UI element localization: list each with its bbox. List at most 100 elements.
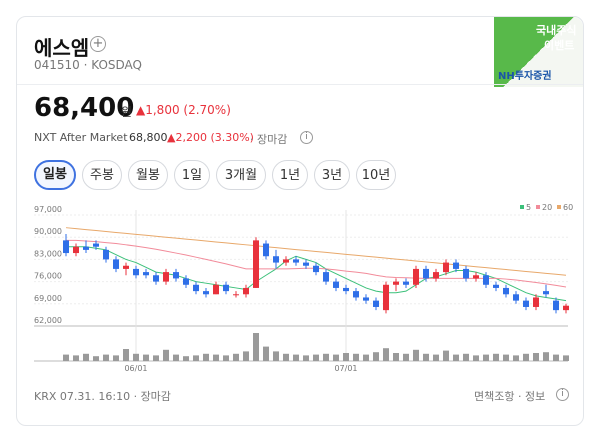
legend-label: 5: [526, 203, 531, 212]
period-tab[interactable]: 10년: [356, 160, 396, 190]
volume-bar: [543, 352, 549, 361]
volume-bar: [423, 353, 429, 361]
add-button[interactable]: +: [90, 36, 106, 52]
candle-body: [373, 300, 379, 307]
y-tick-label: 90,000: [34, 227, 62, 236]
volume-bar: [113, 355, 119, 361]
candle-body: [503, 287, 509, 295]
candle-body: [323, 272, 329, 282]
candle-body: [113, 259, 119, 269]
legend-swatch: [520, 205, 524, 209]
badge-brand: NH투자증권: [498, 71, 552, 82]
volume-bar: [183, 356, 189, 361]
volume-bar: [253, 333, 259, 361]
candle-body: [173, 272, 179, 279]
divider: [17, 84, 583, 85]
candle-body: [403, 281, 409, 285]
candle-body: [543, 291, 549, 295]
volume-bar: [263, 346, 269, 361]
candle-body: [133, 268, 139, 276]
footer-right[interactable]: 면책조항 · 정보: [474, 390, 546, 403]
candle-body: [203, 291, 209, 295]
candle-body: [143, 272, 149, 276]
legend-label: 60: [563, 203, 573, 212]
volume-bar: [153, 355, 159, 361]
volume-bar: [483, 354, 489, 361]
volume-bar: [93, 356, 99, 361]
candle-body: [523, 300, 529, 307]
candle-body: [443, 262, 449, 273]
volume-bar: [303, 355, 309, 361]
candle-body: [83, 246, 89, 250]
volume-bar: [83, 353, 89, 361]
candle-body: [423, 268, 429, 279]
volume-bar: [213, 354, 219, 361]
info-icon[interactable]: i: [300, 131, 313, 144]
candle-body: [303, 262, 309, 266]
period-tab[interactable]: 월봉: [128, 160, 168, 190]
period-tab[interactable]: 1년: [272, 160, 308, 190]
info-icon[interactable]: i: [556, 388, 569, 401]
after-price: 68,800: [129, 131, 168, 144]
volume-bar: [73, 355, 79, 361]
price-change: ▲1,800 (2.70%): [136, 103, 231, 117]
candle-body: [413, 268, 419, 285]
legend-swatch: [536, 205, 540, 209]
volume-bar: [513, 355, 519, 361]
volume-bar: [473, 355, 479, 361]
volume-bar: [503, 354, 509, 361]
candle-body: [63, 240, 69, 254]
candle-body: [213, 284, 219, 295]
volume-bar: [413, 349, 419, 361]
candle-body: [253, 240, 259, 288]
volume-bar: [393, 353, 399, 361]
candle-body: [183, 278, 189, 285]
volume-bar: [63, 354, 69, 361]
volume-bar: [383, 348, 389, 361]
volume-bar: [373, 352, 379, 361]
volume-bar: [193, 355, 199, 361]
candle-body: [353, 291, 359, 298]
legend-swatch: [557, 205, 561, 209]
volume-bar: [123, 349, 129, 361]
y-tick-label: 76,000: [34, 272, 62, 281]
badge-line1: 국내주식: [536, 24, 577, 37]
x-tick-label: 07/01: [334, 364, 357, 373]
volume-bar: [103, 354, 109, 361]
ma-line: [66, 246, 567, 302]
candle-body: [293, 259, 299, 263]
period-tab[interactable]: 1일: [174, 160, 210, 190]
volume-bar: [443, 350, 449, 361]
volume-bar: [433, 354, 439, 361]
volume-bar: [173, 354, 179, 361]
candle-body: [473, 275, 479, 279]
after-label: NXT After Market: [34, 131, 128, 144]
volume-bar: [203, 353, 209, 361]
y-tick-label: 69,000: [34, 294, 62, 303]
volume-bar: [293, 354, 299, 361]
candle-body: [493, 284, 499, 288]
candle-body: [363, 297, 369, 301]
legend-label: 20: [542, 203, 552, 212]
candle-body: [193, 284, 199, 292]
page: 에스엠 + 041510 · KOSDAQ 국내주식 이벤트 NH투자증권 68…: [16, 16, 584, 426]
candle-body: [553, 300, 559, 311]
period-tab[interactable]: 3년: [314, 160, 350, 190]
volume-bar: [333, 354, 339, 361]
y-tick-label: 97,000: [34, 205, 62, 214]
volume-bar: [313, 354, 319, 361]
volume-bar: [163, 349, 169, 361]
price: 68,400: [34, 93, 135, 123]
period-tab[interactable]: 주봉: [82, 160, 122, 190]
volume-bar: [243, 351, 249, 361]
event-badge[interactable]: [494, 17, 583, 87]
candle-body: [333, 281, 339, 288]
volume-bar: [353, 353, 359, 361]
period-tab[interactable]: 일봉: [34, 160, 76, 190]
candle-body: [233, 294, 239, 296]
volume-bar: [553, 354, 559, 361]
volume-bar: [233, 353, 239, 361]
candle-body: [313, 265, 319, 273]
volume-bar: [463, 353, 469, 361]
period-tab[interactable]: 3개월: [216, 160, 266, 190]
